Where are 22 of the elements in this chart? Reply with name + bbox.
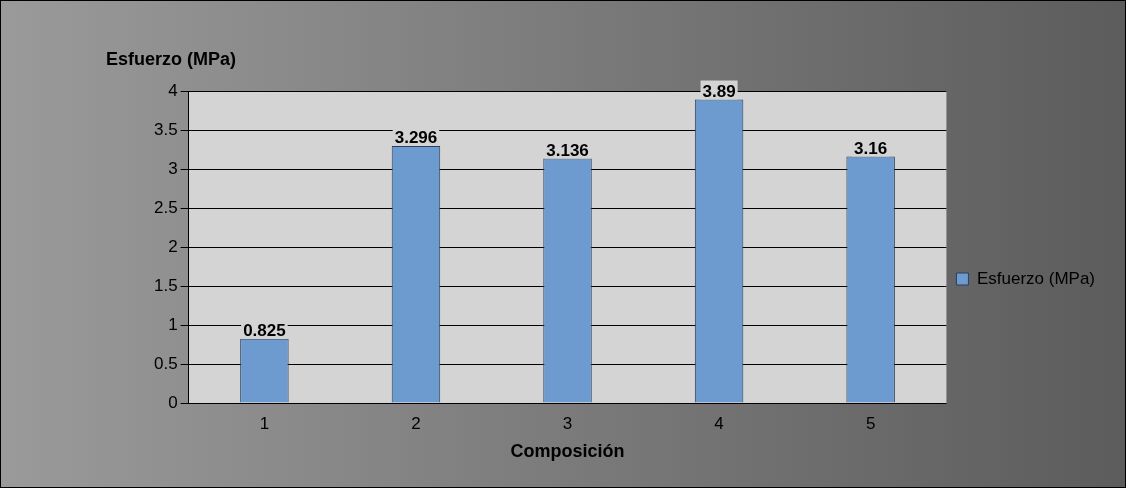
- data-label: 3.16: [854, 138, 888, 158]
- y-tick-label: 2.5: [153, 197, 178, 217]
- x-tick-label: 3: [562, 413, 573, 433]
- x-tick-label: 5: [865, 413, 876, 433]
- y-tick-label: 4: [168, 80, 178, 100]
- y-tick-label: 3: [168, 158, 178, 178]
- y-tick-label: 0: [168, 392, 178, 412]
- y-tick-label: 2: [168, 236, 178, 256]
- x-tick-label: 1: [259, 413, 270, 433]
- y-axis-title: Esfuerzo (MPa): [106, 49, 237, 70]
- y-tick-label: 1: [168, 314, 178, 334]
- y-tick-label: 1.5: [153, 275, 178, 295]
- y-tick-label: 3.5: [153, 119, 178, 139]
- x-tick-label: 2: [411, 413, 421, 433]
- data-label: 3.89: [702, 81, 736, 101]
- data-label: 0.825: [243, 320, 286, 340]
- legend-label: Esfuerzo (MPa): [976, 268, 1096, 288]
- data-label: 3.136: [546, 140, 589, 160]
- y-tick-label: 0.5: [153, 353, 178, 373]
- x-axis-title: Composición: [510, 441, 625, 462]
- x-tick-label: 4: [714, 413, 724, 433]
- data-label: 3.296: [394, 128, 438, 148]
